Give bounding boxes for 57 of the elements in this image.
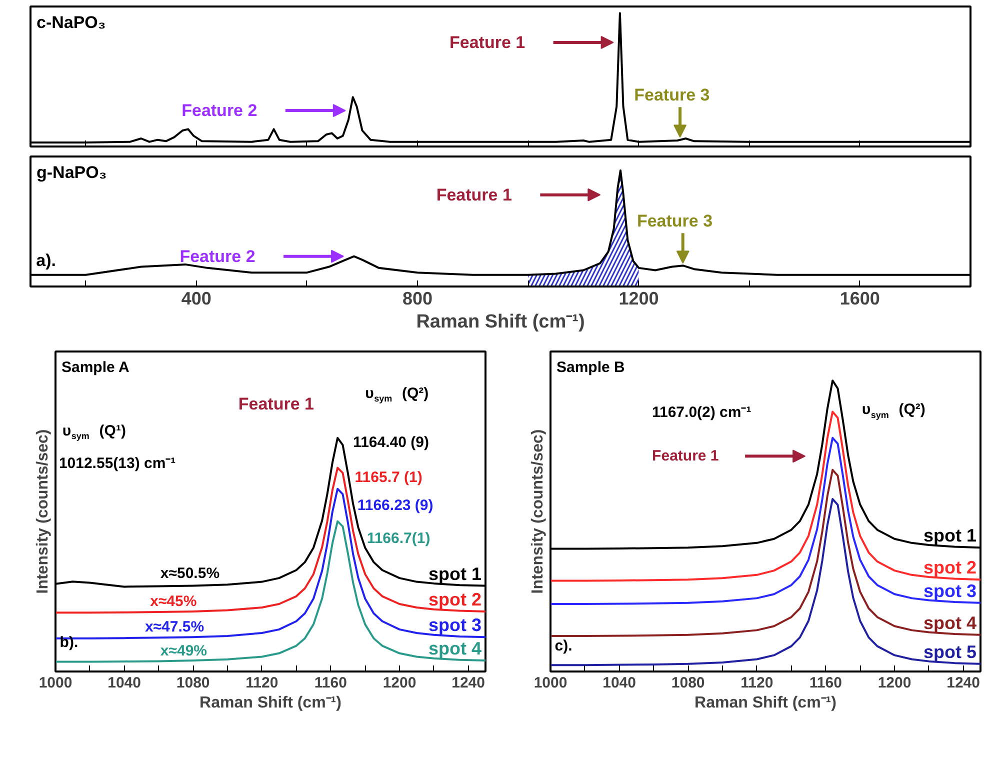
x-tick-label: 1240 [452, 674, 485, 692]
x-tick-label: 1240 [946, 674, 980, 692]
annotation: Feature 2 [182, 101, 258, 120]
x-tick-label: 1200 [618, 288, 659, 308]
series-label: spot 1 [428, 564, 482, 584]
series-label: spot 2 [923, 558, 977, 578]
annotation: Feature 2 [180, 246, 256, 266]
x-tick-label: 1160 [809, 674, 842, 692]
series-label: spot 1 [923, 526, 977, 546]
x-tick-label: 1120 [740, 674, 774, 692]
chart-title: c-NaPO₃ [36, 13, 106, 32]
x-tick-label: 1200 [382, 674, 416, 692]
annotation: Feature 1 [450, 32, 526, 52]
annotation: 1166.23 (9) [357, 497, 434, 514]
chart-title: g-NaPO₃ [36, 163, 107, 182]
x-tick-label: 1040 [602, 674, 636, 692]
annotation: 1167.0(2) cm⁻¹ [652, 404, 752, 422]
series-label: spot 3 [428, 615, 482, 636]
x-tick-label: 1080 [671, 674, 705, 692]
annotation: x≈50.5% [160, 564, 220, 582]
annotation: Feature 1 [652, 448, 719, 465]
annotation: x≈49% [160, 642, 208, 660]
series-label: spot 4 [428, 638, 482, 659]
x-axis-title: Raman Shift (cm⁻¹) [200, 694, 342, 712]
x-axis-title: Raman Shift (cm⁻¹) [416, 312, 585, 332]
x-axis-title: Raman Shift (cm⁻¹) [694, 694, 836, 712]
annotation: Feature 3 [634, 86, 710, 105]
series-label: spot 3 [923, 580, 977, 601]
x-tick-label: 1040 [108, 674, 141, 692]
annotation: 1166.7(1) [366, 530, 430, 547]
series-label: spot 4 [923, 612, 977, 633]
x-tick-label: 1120 [246, 674, 278, 692]
x-tick-label: 1080 [176, 674, 210, 692]
x-tick-label: 800 [402, 288, 433, 308]
x-tick-label: 400 [181, 288, 212, 308]
annotation: c). [554, 637, 572, 654]
x-tick-label: 1200 [878, 674, 912, 692]
annotation: a). [36, 251, 56, 270]
x-tick-label: 1000 [534, 674, 568, 692]
annotation: Feature 3 [636, 212, 713, 231]
text: Feature 1 [238, 394, 314, 414]
x-tick-label: 1000 [38, 674, 72, 692]
x-tick-label: 1600 [840, 288, 880, 308]
chart-title: Sample A [62, 359, 130, 376]
y-axis-title: Intensity (counts/sec) [530, 429, 546, 594]
annotation: x≈47.5% [144, 618, 204, 636]
annotation: 1165.7 (1) [354, 469, 422, 486]
annotation: b). [60, 634, 78, 652]
annotation: Feature 1 [436, 185, 512, 204]
chart-title: Sample B [556, 359, 626, 376]
series-label: spot 2 [428, 589, 482, 610]
annotation: 1164.40 (9) [353, 434, 429, 452]
x-tick-label: 1160 [314, 674, 347, 692]
y-axis-title: Intensity (counts/sec) [34, 429, 52, 594]
annotation: x≈45% [150, 592, 197, 610]
annotation: 1012.55(13) cm⁻¹ [58, 455, 176, 472]
series-label: spot 5 [923, 642, 977, 662]
